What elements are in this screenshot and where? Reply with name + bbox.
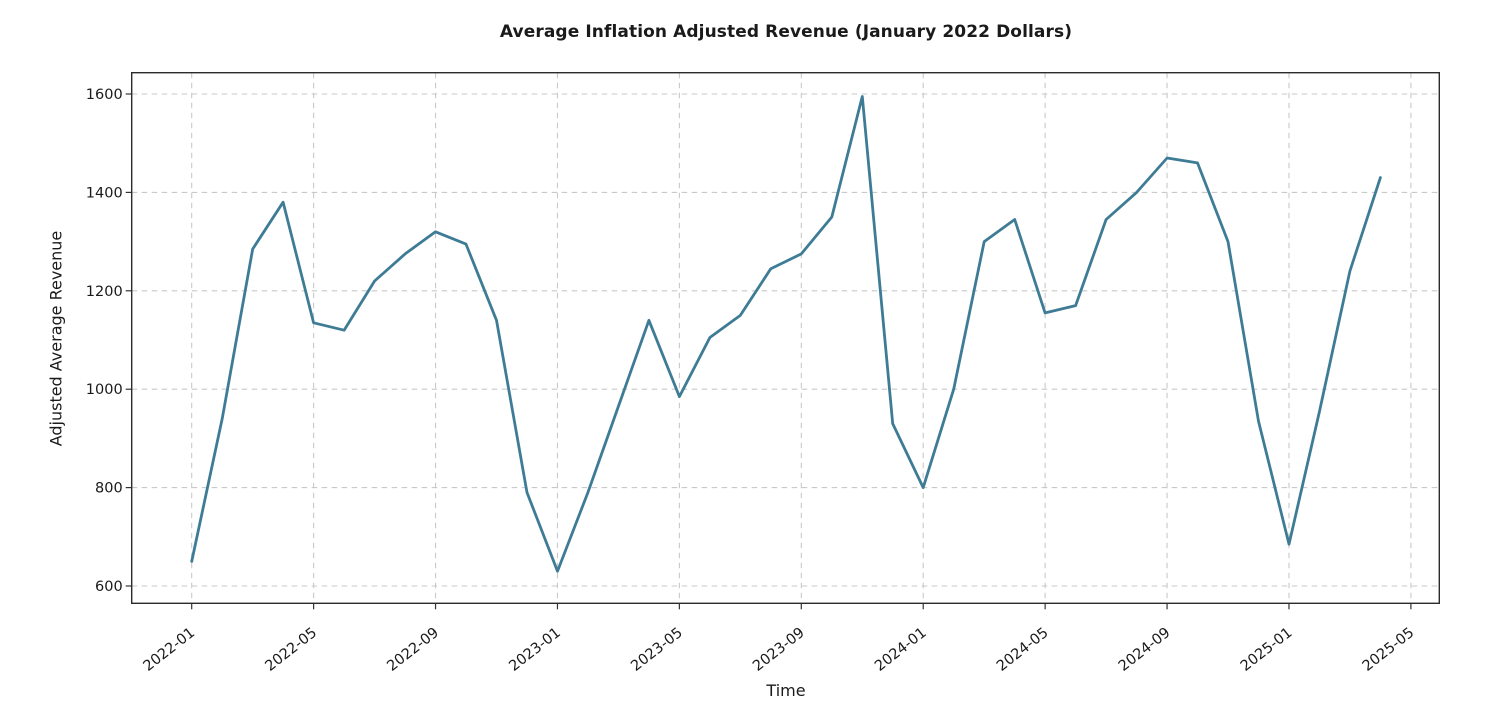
x-axis-label: Time — [766, 681, 806, 700]
x-tick-label: 2022-01 — [141, 625, 199, 675]
y-tick-label: 1600 — [86, 87, 123, 103]
x-tick-label: 2024-09 — [1116, 625, 1174, 675]
y-tick-label: 1000 — [86, 382, 123, 398]
y-tick-label: 600 — [95, 579, 123, 595]
x-tick-label: 2025-05 — [1360, 625, 1418, 675]
x-tick-label: 2022-09 — [384, 625, 442, 675]
y-tick-label: 800 — [95, 481, 123, 497]
y-tick-label: 1400 — [86, 185, 123, 201]
revenue-line — [190, 95, 1382, 573]
x-tick-label: 2024-01 — [872, 625, 930, 675]
y-tick-label: 1200 — [86, 284, 123, 300]
x-tick-label: 2023-01 — [506, 625, 564, 675]
x-tick-label: 2024-05 — [994, 625, 1052, 675]
plot-border — [130, 71, 1440, 604]
y-axis-label: Adjusted Average Revenue — [46, 230, 66, 447]
x-tick-label: 2023-05 — [628, 625, 686, 675]
x-tick-label: 2022-05 — [262, 625, 320, 675]
chart-title: Average Inflation Adjusted Revenue (Janu… — [499, 22, 1073, 42]
x-tick-label: 2023-09 — [750, 625, 808, 675]
x-tick-label: 2025-01 — [1238, 625, 1296, 675]
